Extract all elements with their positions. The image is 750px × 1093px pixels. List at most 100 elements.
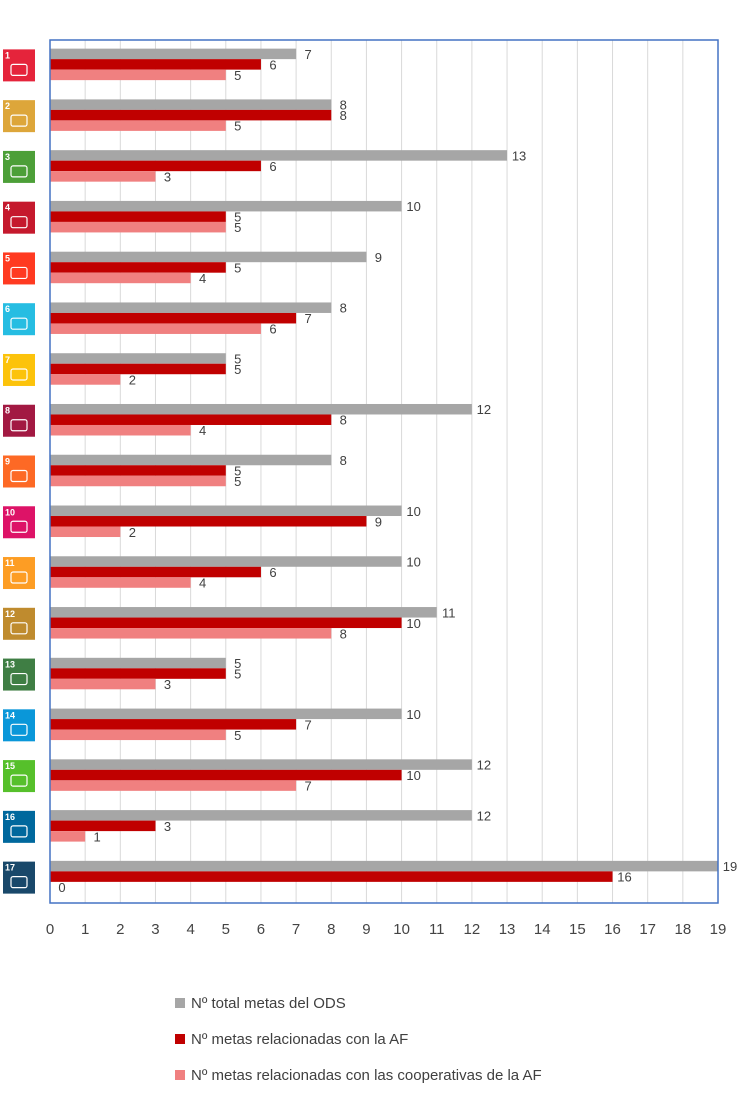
x-tick-label: 17 [639, 921, 656, 938]
legend-item-coop: Nº metas relacionadas con las cooperativ… [175, 1057, 542, 1093]
bar [50, 312, 297, 324]
x-tick-label: 3 [151, 921, 159, 938]
data-label: 3 [164, 677, 171, 692]
icon-tile [3, 353, 35, 386]
icon-number: 7 [5, 355, 10, 365]
legend-label-total: Nº total metas del ODS [191, 994, 346, 1012]
data-label: 8 [340, 301, 347, 316]
legend-label-af: Nº metas relacionadas con la AF [191, 1030, 409, 1048]
data-label: 8 [340, 413, 347, 428]
x-tick-label: 4 [186, 921, 194, 938]
data-label: 6 [269, 159, 276, 174]
climate-action-icon: 13 [3, 658, 35, 691]
data-label: 5 [234, 210, 241, 225]
x-axis-ticks: 0 1 2 3 4 5 6 7 8 9 10 11 12 13 14 15 16 17 18 19 [46, 921, 727, 938]
x-tick-label: 6 [257, 921, 265, 938]
life-on-land-icon: 15 [3, 760, 35, 793]
bar [50, 820, 156, 832]
data-label: 5 [234, 119, 241, 134]
bar [50, 526, 121, 538]
icon-tile [3, 201, 35, 234]
bar [50, 160, 261, 172]
data-label: 12 [477, 758, 491, 773]
value-labels: 7658851363105595487655212848551092106411… [58, 47, 737, 895]
good-health-icon: 3 [3, 150, 35, 183]
data-label: 5 [234, 362, 241, 377]
x-tick-label: 14 [534, 921, 551, 938]
bar [50, 719, 297, 730]
icon-number: 6 [5, 304, 10, 314]
data-label: 2 [129, 525, 136, 540]
icon-tile [3, 557, 35, 590]
data-label: 5 [234, 728, 241, 743]
bar [50, 272, 191, 284]
data-label: 10 [406, 199, 420, 214]
bar [50, 221, 226, 233]
grid-lines [84, 40, 684, 903]
icon-tile [3, 455, 35, 488]
bar [50, 668, 226, 679]
data-label: 10 [406, 616, 420, 631]
data-label: 5 [234, 351, 241, 366]
data-label: 0 [58, 880, 65, 895]
data-label: 9 [375, 250, 382, 265]
icon-number: 8 [5, 406, 10, 416]
data-label: 5 [234, 464, 241, 479]
sustainable-cities-icon: 11 [3, 557, 35, 590]
data-label: 7 [304, 47, 311, 62]
data-label: 8 [340, 108, 347, 123]
bar [50, 475, 226, 487]
bar [50, 374, 121, 385]
bar [50, 109, 332, 121]
bar [50, 323, 261, 334]
bar [50, 556, 402, 567]
affordable-energy-icon: 7 [3, 353, 35, 386]
x-tick-label: 13 [499, 921, 516, 938]
bar [50, 302, 332, 313]
icon-tile [3, 506, 35, 539]
data-label: 10 [406, 768, 420, 783]
legend: Nº total metas del ODS Nº metas relacion… [175, 985, 542, 1093]
x-tick-label: 15 [569, 921, 586, 938]
bar [50, 363, 226, 375]
gender-equality-icon: 5 [3, 252, 35, 285]
quality-education-icon: 4 [3, 201, 35, 234]
bar [50, 769, 402, 781]
bar [50, 414, 332, 425]
icon-pictogram [10, 622, 28, 635]
industry-innovation-icon: 9 [3, 455, 35, 488]
bar [50, 617, 402, 629]
icon-number: 1 [5, 50, 10, 60]
data-label: 7 [304, 779, 311, 794]
data-label: 16 [617, 870, 631, 885]
data-label: 7 [304, 717, 311, 732]
x-tick-label: 9 [362, 921, 370, 938]
data-label: 12 [477, 808, 491, 823]
legend-item-af: Nº metas relacionadas con la AF [175, 1021, 542, 1057]
data-label: 8 [340, 626, 347, 641]
x-tick-label: 1 [81, 921, 89, 938]
x-tick-label: 19 [710, 921, 727, 938]
x-tick-label: 11 [429, 921, 445, 938]
icon-tile [3, 760, 35, 793]
bar [50, 251, 367, 263]
no-poverty-icon: 1 [3, 49, 35, 82]
data-label: 1 [94, 829, 101, 844]
data-label: 11 [442, 605, 456, 620]
icon-tile [3, 404, 35, 437]
bars [50, 48, 718, 882]
data-label: 10 [406, 707, 420, 722]
legend-item-total: Nº total metas del ODS [175, 985, 542, 1021]
icon-number: 16 [5, 812, 15, 822]
icon-tile [3, 49, 35, 82]
data-label: 6 [269, 57, 276, 72]
data-label: 5 [234, 220, 241, 235]
data-label: 4 [199, 423, 206, 438]
icon-number: 4 [5, 203, 10, 213]
icon-tile [3, 861, 35, 894]
data-label: 3 [164, 169, 171, 184]
icon-pictogram [10, 114, 28, 127]
icon-pictogram [10, 571, 28, 584]
icon-tile [3, 607, 35, 640]
